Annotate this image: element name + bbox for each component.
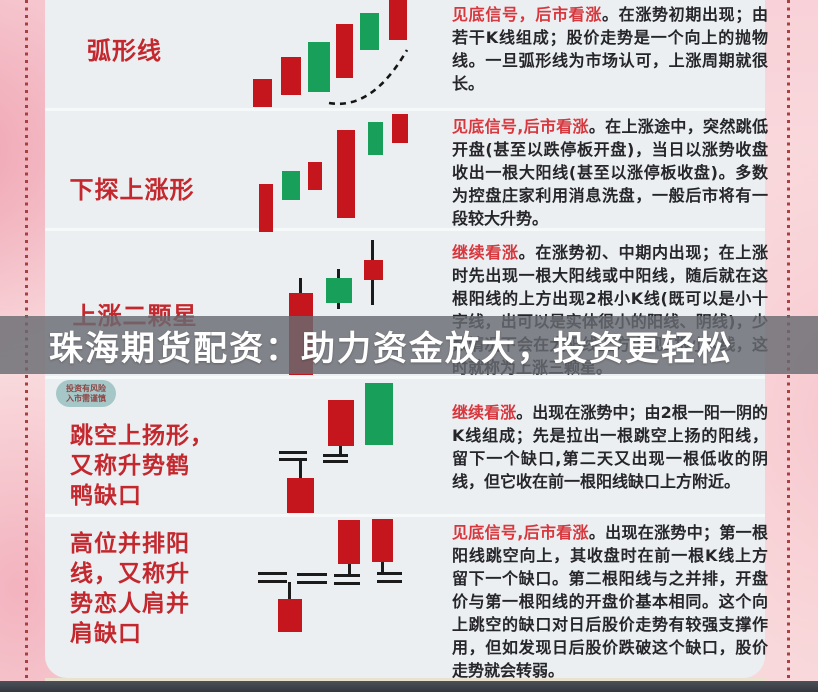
card-bottom-edge bbox=[45, 678, 765, 681]
row-divider bbox=[45, 108, 765, 111]
signal-text: 继续看涨 bbox=[452, 243, 519, 262]
disclaimer-line2: 入市需谨慎 bbox=[66, 394, 106, 403]
signal-text: 见底信号,后市看涨 bbox=[452, 117, 589, 136]
pattern-description: 见底信号，后市看涨。在涨势初期出现；由若干K线组成；股价走势是一个向上的抛物线。… bbox=[452, 3, 768, 95]
row-divider bbox=[45, 228, 765, 231]
row-divider bbox=[45, 514, 765, 517]
row-divider bbox=[45, 376, 765, 379]
pattern-label-parallel-yang: 高位并排阳 线，又称升 势恋人肩并 肩缺口 bbox=[70, 531, 190, 647]
pattern-description: 继续看涨。出现在涨势中；由2根一阳一阴的K线组成；先是拉出一根跳空上扬的阳线，留… bbox=[452, 401, 768, 493]
description-text: 。出现在涨势中；由2根一阳一阴的K线组成；先是拉出一根跳空上扬的阳线，留下一个缺… bbox=[452, 403, 768, 491]
bottom-bar bbox=[0, 681, 818, 692]
description-text: 。在上涨途中，突然跳低开盘(甚至以跌停板开盘)，当日以涨势收盘收出一根大阳线(甚… bbox=[452, 117, 768, 228]
pattern-description: 见底信号,后市看涨。在上涨途中，突然跳低开盘(甚至以跌停板开盘)，当日以涨势收盘… bbox=[452, 115, 768, 230]
risk-disclaimer-badge: 投资有风险 入市需谨慎 bbox=[56, 380, 116, 407]
pattern-label-gap-up: 跳空上扬形， 又称升势鹤 鸭缺口 bbox=[70, 423, 214, 509]
pattern-label-probe-rise: 下探上涨形 bbox=[69, 176, 195, 204]
signal-text: 继续看涨 bbox=[452, 403, 517, 422]
watermark-text: 珠海期货配资：助力资金放大，投资更轻松 bbox=[49, 328, 733, 369]
watermark-band: 珠海期货配资：助力资金放大，投资更轻松 bbox=[0, 316, 818, 374]
description-text: 。在涨势初期出现；由若干K线组成；股价走势是一个向上的抛物线。一旦弧形线为市场认… bbox=[452, 5, 768, 93]
description-text: 。出现在涨势中；第一根阳线跳空向上，其收盘时在前一根K线上方留下一个缺口。第二根… bbox=[452, 523, 768, 680]
signal-text: 见底信号，后市看涨 bbox=[452, 5, 602, 24]
pattern-label-arc-line: 弧形线 bbox=[87, 37, 162, 65]
signal-text: 见底信号,后市看涨 bbox=[452, 523, 589, 542]
pattern-description: 见底信号,后市看涨。出现在涨势中；第一根阳线跳空向上，其收盘时在前一根K线上方留… bbox=[452, 521, 768, 682]
disclaimer-line1: 投资有风险 bbox=[66, 384, 106, 393]
